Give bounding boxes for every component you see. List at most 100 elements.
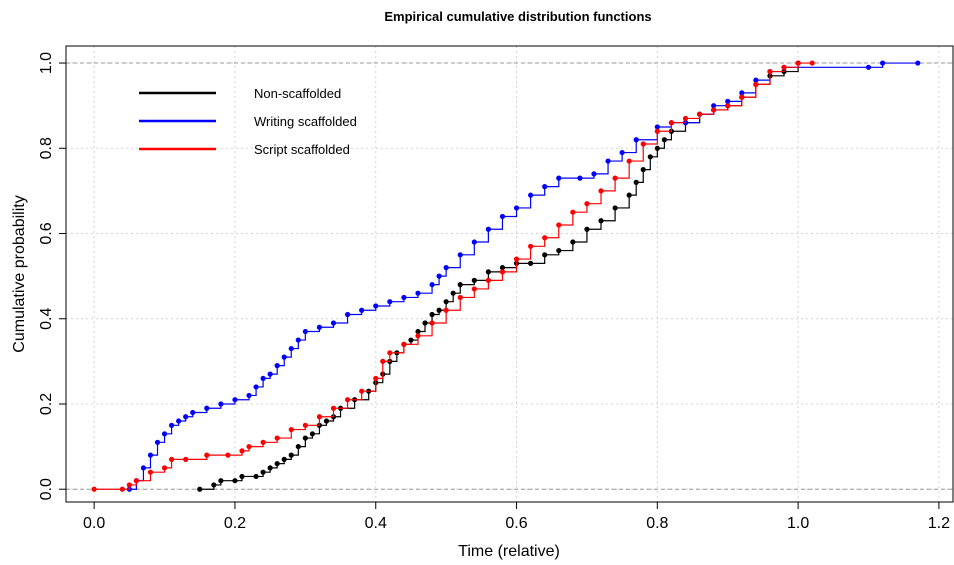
ecdf-point [570, 209, 576, 215]
ecdf-point [457, 294, 463, 301]
legend-label: Writing scaffolded [254, 114, 357, 129]
ecdf-point [626, 158, 632, 164]
ecdf-point [443, 307, 449, 313]
ecdf-point [443, 299, 449, 305]
ecdf-point [260, 469, 266, 475]
ecdf-point [373, 375, 379, 382]
ecdf-point [471, 277, 477, 283]
y-axis-label: Cumulative probability [11, 195, 28, 352]
ecdf-point [739, 94, 745, 100]
ecdf-point [415, 328, 421, 335]
x-tick-label: 0.6 [505, 515, 527, 532]
ecdf-point [640, 166, 646, 173]
ecdf-point [725, 103, 731, 109]
ecdf-point [640, 141, 646, 147]
ecdf-point [654, 145, 660, 151]
ecdf-point [183, 414, 189, 420]
axes-layer: 0.0 0.2 0.4 0.6 0.8 1.0 1.2 0.0 0.2 0.4 0.6 0.8 1.0 [38, 52, 950, 532]
ecdf-point [422, 320, 428, 326]
ecdf-point [591, 171, 597, 177]
ecdf-point [633, 179, 639, 185]
ecdf-point [542, 184, 548, 190]
legend-label: Non-scaffolded [254, 86, 341, 101]
ecdf-point [387, 350, 393, 356]
ecdf-point [225, 452, 231, 458]
ecdf-point [302, 328, 308, 335]
ecdf-point [880, 60, 886, 66]
ecdf-point [323, 418, 330, 424]
y-tick-label: 0.8 [38, 137, 55, 159]
x-tick-label: 0.8 [646, 515, 668, 532]
ecdf-point [302, 435, 308, 441]
ecdf-point [168, 422, 175, 428]
ecdf-point [429, 282, 435, 288]
ecdf-point [197, 486, 203, 492]
ecdf-point [408, 337, 414, 343]
ecdf-point [753, 81, 759, 87]
ecdf-point [274, 435, 280, 441]
ecdf-point [781, 64, 787, 70]
ecdf-point [161, 465, 168, 471]
ecdf-point [542, 252, 548, 258]
ecdf-point [401, 294, 407, 301]
ecdf-point [239, 448, 245, 454]
ecdf-point [359, 388, 365, 394]
ecdf-point [598, 188, 604, 194]
ecdf-step-line [199, 63, 799, 490]
ecdf-point [682, 115, 689, 122]
ecdf-point [795, 60, 801, 66]
ecdf-point [190, 409, 196, 416]
ecdf-point [309, 431, 315, 437]
chart-title: Empirical cumulative distribution functi… [384, 9, 651, 24]
ecdf-point [696, 111, 703, 117]
ecdf-point [183, 456, 189, 462]
y-tick-label: 0.2 [38, 393, 55, 415]
ecdf-point [556, 175, 562, 181]
ecdf-point [485, 269, 491, 275]
ecdf-point [612, 205, 618, 211]
ecdf-point [119, 486, 125, 492]
ecdf-point [598, 218, 604, 224]
x-tick-label: 0.2 [224, 515, 246, 532]
series-writing-scaffolded [126, 60, 921, 492]
ecdf-point [253, 384, 259, 390]
ecdf-point [556, 222, 562, 228]
ecdf-point [218, 478, 224, 484]
ecdf-point [499, 265, 506, 271]
ecdf-point [499, 269, 506, 275]
ecdf-point [267, 371, 273, 377]
ecdf-point [647, 154, 653, 160]
ecdf-point [295, 443, 301, 450]
ecdf-point [288, 452, 294, 458]
ecdf-point [330, 320, 337, 326]
ecdf-point [767, 68, 773, 75]
ecdf-point [359, 307, 365, 313]
ecdf-point [168, 456, 175, 462]
ecdf-point [471, 239, 477, 245]
ecdf-point [147, 469, 154, 475]
ecdf-point [344, 397, 351, 403]
ecdf-point [513, 205, 520, 211]
legend: Non-scaffolded Writing scaffolded Script s… [139, 86, 357, 157]
ecdf-point [499, 213, 506, 220]
ecdf-point [161, 431, 168, 437]
ecdf-point [246, 443, 252, 450]
ecdf-step-line [129, 62, 918, 490]
ecdf-point [436, 273, 442, 279]
ecdf-point [584, 226, 590, 232]
ecdf-point [274, 461, 280, 467]
y-tick-label: 1.0 [38, 52, 55, 74]
ecdf-point [865, 64, 872, 70]
ecdf-point [915, 60, 921, 66]
y-tick-label: 0.6 [38, 222, 55, 244]
ecdf-point [330, 405, 337, 411]
ecdf-point [239, 473, 245, 480]
ecdf-point [344, 311, 351, 318]
ecdf-point [126, 482, 132, 488]
ecdf-point [584, 201, 590, 207]
ecdf-point [288, 426, 294, 433]
ecdf-point [232, 397, 238, 403]
ecdf-point [218, 401, 224, 407]
ecdf-point [528, 243, 534, 249]
ecdf-point [577, 175, 583, 181]
